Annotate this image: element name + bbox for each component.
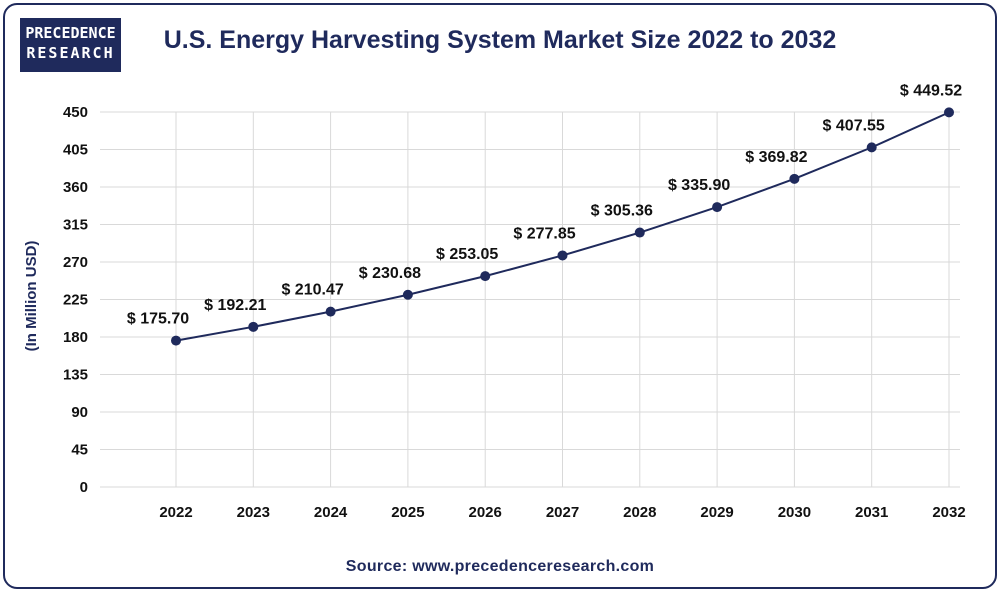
data-label: $ 369.82: [745, 149, 807, 166]
x-tick-label: 2024: [314, 504, 348, 521]
data-label: $ 192.21: [204, 297, 266, 314]
data-label: $ 449.52: [900, 82, 962, 99]
x-tick-label: 2022: [159, 504, 192, 521]
brand-logo: PRECEDENCE RESEARCH: [20, 18, 121, 72]
x-tick-label: 2032: [932, 504, 965, 521]
y-tick-label: 450: [63, 104, 88, 121]
data-label: $ 335.90: [668, 177, 730, 194]
x-tick-label: 2026: [469, 504, 502, 521]
data-label: $ 305.36: [591, 203, 653, 220]
data-point: [944, 107, 954, 118]
y-tick-label: 90: [71, 404, 88, 421]
y-tick-label: 0: [80, 479, 88, 496]
grid-layer: [100, 111, 960, 488]
data-point: [712, 202, 723, 213]
data-label: $ 230.68: [359, 265, 421, 282]
y-tick-label: 360: [63, 179, 88, 196]
data-label: $ 175.70: [127, 311, 189, 328]
logo-line-2: RESEARCH: [26, 44, 115, 62]
data-point: [866, 142, 877, 153]
x-tick-label: 2030: [778, 504, 811, 521]
x-tick-label: 2027: [546, 504, 579, 521]
x-tick-label: 2028: [623, 504, 656, 521]
data-point: [634, 227, 645, 238]
data-point: [480, 271, 491, 282]
data-label: $ 210.47: [281, 282, 343, 299]
x-tick-label: 2029: [700, 504, 733, 521]
y-axis-ticks: 0 45 90 135 180 225 270 315 360 405 450: [63, 104, 88, 496]
y-axis-label: (In Million USD): [23, 241, 40, 352]
data-point: [557, 250, 568, 261]
data-point: [402, 289, 413, 300]
y-tick-label: 270: [63, 254, 88, 271]
data-points: [171, 107, 954, 346]
y-tick-label: 225: [63, 292, 88, 309]
x-tick-label: 2023: [237, 504, 270, 521]
x-tick-label: 2025: [391, 504, 424, 521]
data-label: $ 277.85: [513, 225, 575, 242]
y-tick-label: 315: [63, 217, 88, 234]
x-tick-label: 2031: [855, 504, 888, 521]
data-label: $ 253.05: [436, 246, 498, 263]
data-point: [789, 173, 800, 184]
logo-line-1: PRECEDENCE: [25, 24, 116, 42]
y-tick-label: 180: [63, 329, 88, 346]
x-axis-ticks: 2022 2023 2024 2025 2026 2027 2028 2029 2030 2031…: [159, 504, 965, 521]
chart-title: U.S. Energy Harvesting System Market Siz…: [163, 26, 837, 54]
data-label: $ 407.55: [823, 117, 885, 134]
y-tick-label: 45: [71, 442, 88, 459]
data-point: [171, 335, 181, 346]
y-tick-label: 405: [63, 142, 88, 159]
source-note: Source: www.precedenceresearch.com: [345, 558, 655, 575]
data-point: [325, 306, 336, 317]
chart-frame: [3, 3, 997, 589]
data-labels: $ 175.70 $ 192.21 $ 210.47 $ 230.68 $ 253.05…: [127, 82, 962, 327]
data-point: [248, 321, 259, 332]
y-tick-label: 135: [63, 367, 88, 384]
